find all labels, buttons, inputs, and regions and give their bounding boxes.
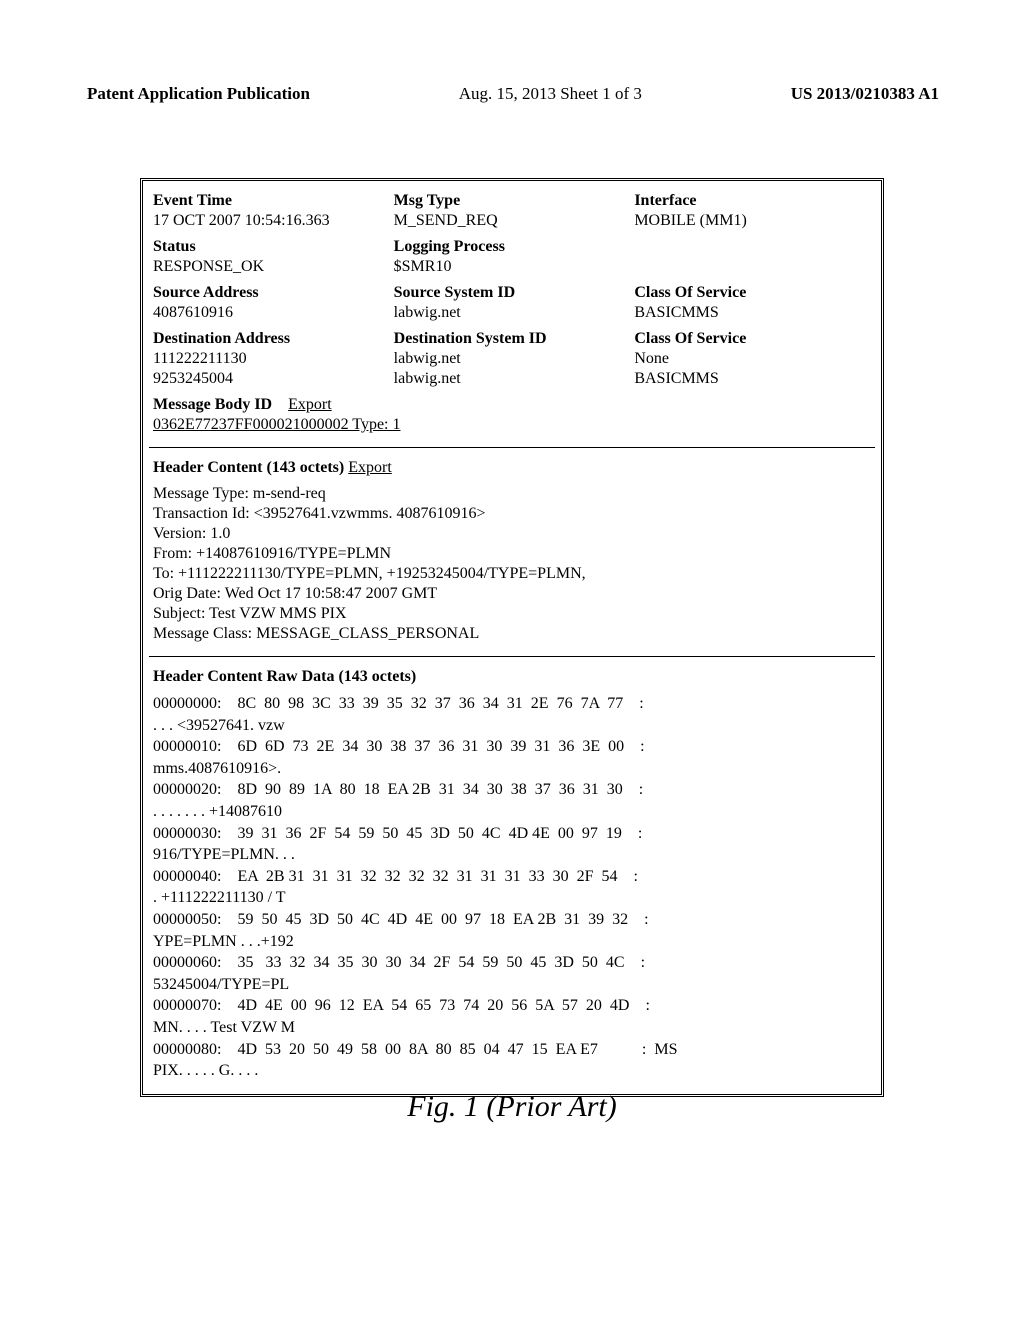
source-address-label: Source Address	[153, 283, 390, 303]
destination-system-id-label: Destination System ID	[394, 329, 631, 349]
raw-data-body: 00000000: 8C 80 98 3C 33 39 35 32 37 36 …	[153, 693, 871, 1082]
message-body-id-value[interactable]: 0362E77237FF000021000002 Type: 1	[153, 415, 871, 435]
header-content-line-2: Transaction Id: <39527641.vzwmms. 408761…	[153, 504, 871, 524]
sheet-info: Aug. 15, 2013 Sheet 1 of 3	[459, 84, 642, 104]
class-of-service-dest-label: Class Of Service	[634, 329, 871, 349]
status-field: Status RESPONSE_OK	[153, 237, 390, 277]
header-content-line-4: From: +14087610916/TYPE=PLMN	[153, 544, 871, 564]
destination-address-value-2: 9253245004	[153, 369, 390, 389]
event-time-field: Event Time 17 OCT 2007 10:54:16.363	[153, 191, 390, 231]
msg-type-value: M_SEND_REQ	[394, 211, 631, 231]
header-content-line-6: Orig Date: Wed Oct 17 10:58:47 2007 GMT	[153, 584, 871, 604]
header-content-title: Header Content (143 octets)	[153, 459, 344, 476]
source-address-field: Source Address 4087610916	[153, 283, 390, 323]
header-content-line-5: To: +111222211130/TYPE=PLMN, +1925324500…	[153, 564, 871, 584]
metadata-section: Event Time 17 OCT 2007 10:54:16.363 Msg …	[143, 181, 881, 447]
msg-type-label: Msg Type	[394, 191, 631, 211]
logging-process-label: Logging Process	[394, 237, 631, 257]
message-body-id-label: Message Body ID	[153, 396, 272, 413]
class-of-service-dest-value-1: None	[634, 349, 871, 369]
figure-caption: Fig. 1 (Prior Art)	[0, 1090, 1024, 1124]
pub-number: US 2013/0210383 A1	[791, 84, 939, 104]
class-of-service-dest-field: Class Of Service None BASICMMS	[634, 329, 871, 389]
source-system-id-label: Source System ID	[394, 283, 631, 303]
message-body-id-field: Message Body ID Export 0362E77237FF00002…	[153, 395, 871, 435]
class-of-service-src-field: Class Of Service BASICMMS	[634, 283, 871, 323]
source-system-id-value: labwig.net	[394, 303, 631, 323]
raw-data-title: Header Content Raw Data (143 octets)	[153, 667, 871, 687]
source-address-value: 4087610916	[153, 303, 390, 323]
destination-system-id-value-2: labwig.net	[394, 369, 631, 389]
destination-address-field: Destination Address 111222211130 9253245…	[153, 329, 390, 389]
interface-label: Interface	[634, 191, 871, 211]
header-content-line-7: Subject: Test VZW MMS PIX	[153, 604, 871, 624]
empty-cell	[634, 237, 871, 277]
header-content-line-3: Version: 1.0	[153, 524, 871, 544]
raw-data-section: Header Content Raw Data (143 octets) 000…	[143, 657, 881, 1094]
interface-field: Interface MOBILE (MM1)	[634, 191, 871, 231]
class-of-service-dest-value-2: BASICMMS	[634, 369, 871, 389]
event-time-value: 17 OCT 2007 10:54:16.363	[153, 211, 390, 231]
header-content-line-8: Message Class: MESSAGE_CLASS_PERSONAL	[153, 624, 871, 644]
status-value: RESPONSE_OK	[153, 257, 390, 277]
logging-process-field: Logging Process $SMR10	[394, 237, 631, 277]
event-time-label: Event Time	[153, 191, 390, 211]
msg-type-field: Msg Type M_SEND_REQ	[394, 191, 631, 231]
class-of-service-src-label: Class Of Service	[634, 283, 871, 303]
header-content-section: Header Content (143 octets) Export Messa…	[143, 448, 881, 656]
status-label: Status	[153, 237, 390, 257]
destination-system-id-value-1: labwig.net	[394, 349, 631, 369]
header-content-line-1: Message Type: m-send-req	[153, 484, 871, 504]
figure-panel: Event Time 17 OCT 2007 10:54:16.363 Msg …	[140, 178, 884, 1097]
class-of-service-src-value: BASICMMS	[634, 303, 871, 323]
interface-value: MOBILE (MM1)	[634, 211, 871, 231]
pub-title: Patent Application Publication	[87, 84, 310, 104]
destination-system-id-field: Destination System ID labwig.net labwig.…	[394, 329, 631, 389]
destination-address-label: Destination Address	[153, 329, 390, 349]
destination-address-value-1: 111222211130	[153, 349, 390, 369]
source-system-id-field: Source System ID labwig.net	[394, 283, 631, 323]
export-link[interactable]: Export	[288, 396, 332, 413]
page-header: Patent Application Publication Aug. 15, …	[87, 84, 939, 104]
logging-process-value: $SMR10	[394, 257, 631, 277]
header-content-export-link[interactable]: Export	[348, 459, 392, 476]
